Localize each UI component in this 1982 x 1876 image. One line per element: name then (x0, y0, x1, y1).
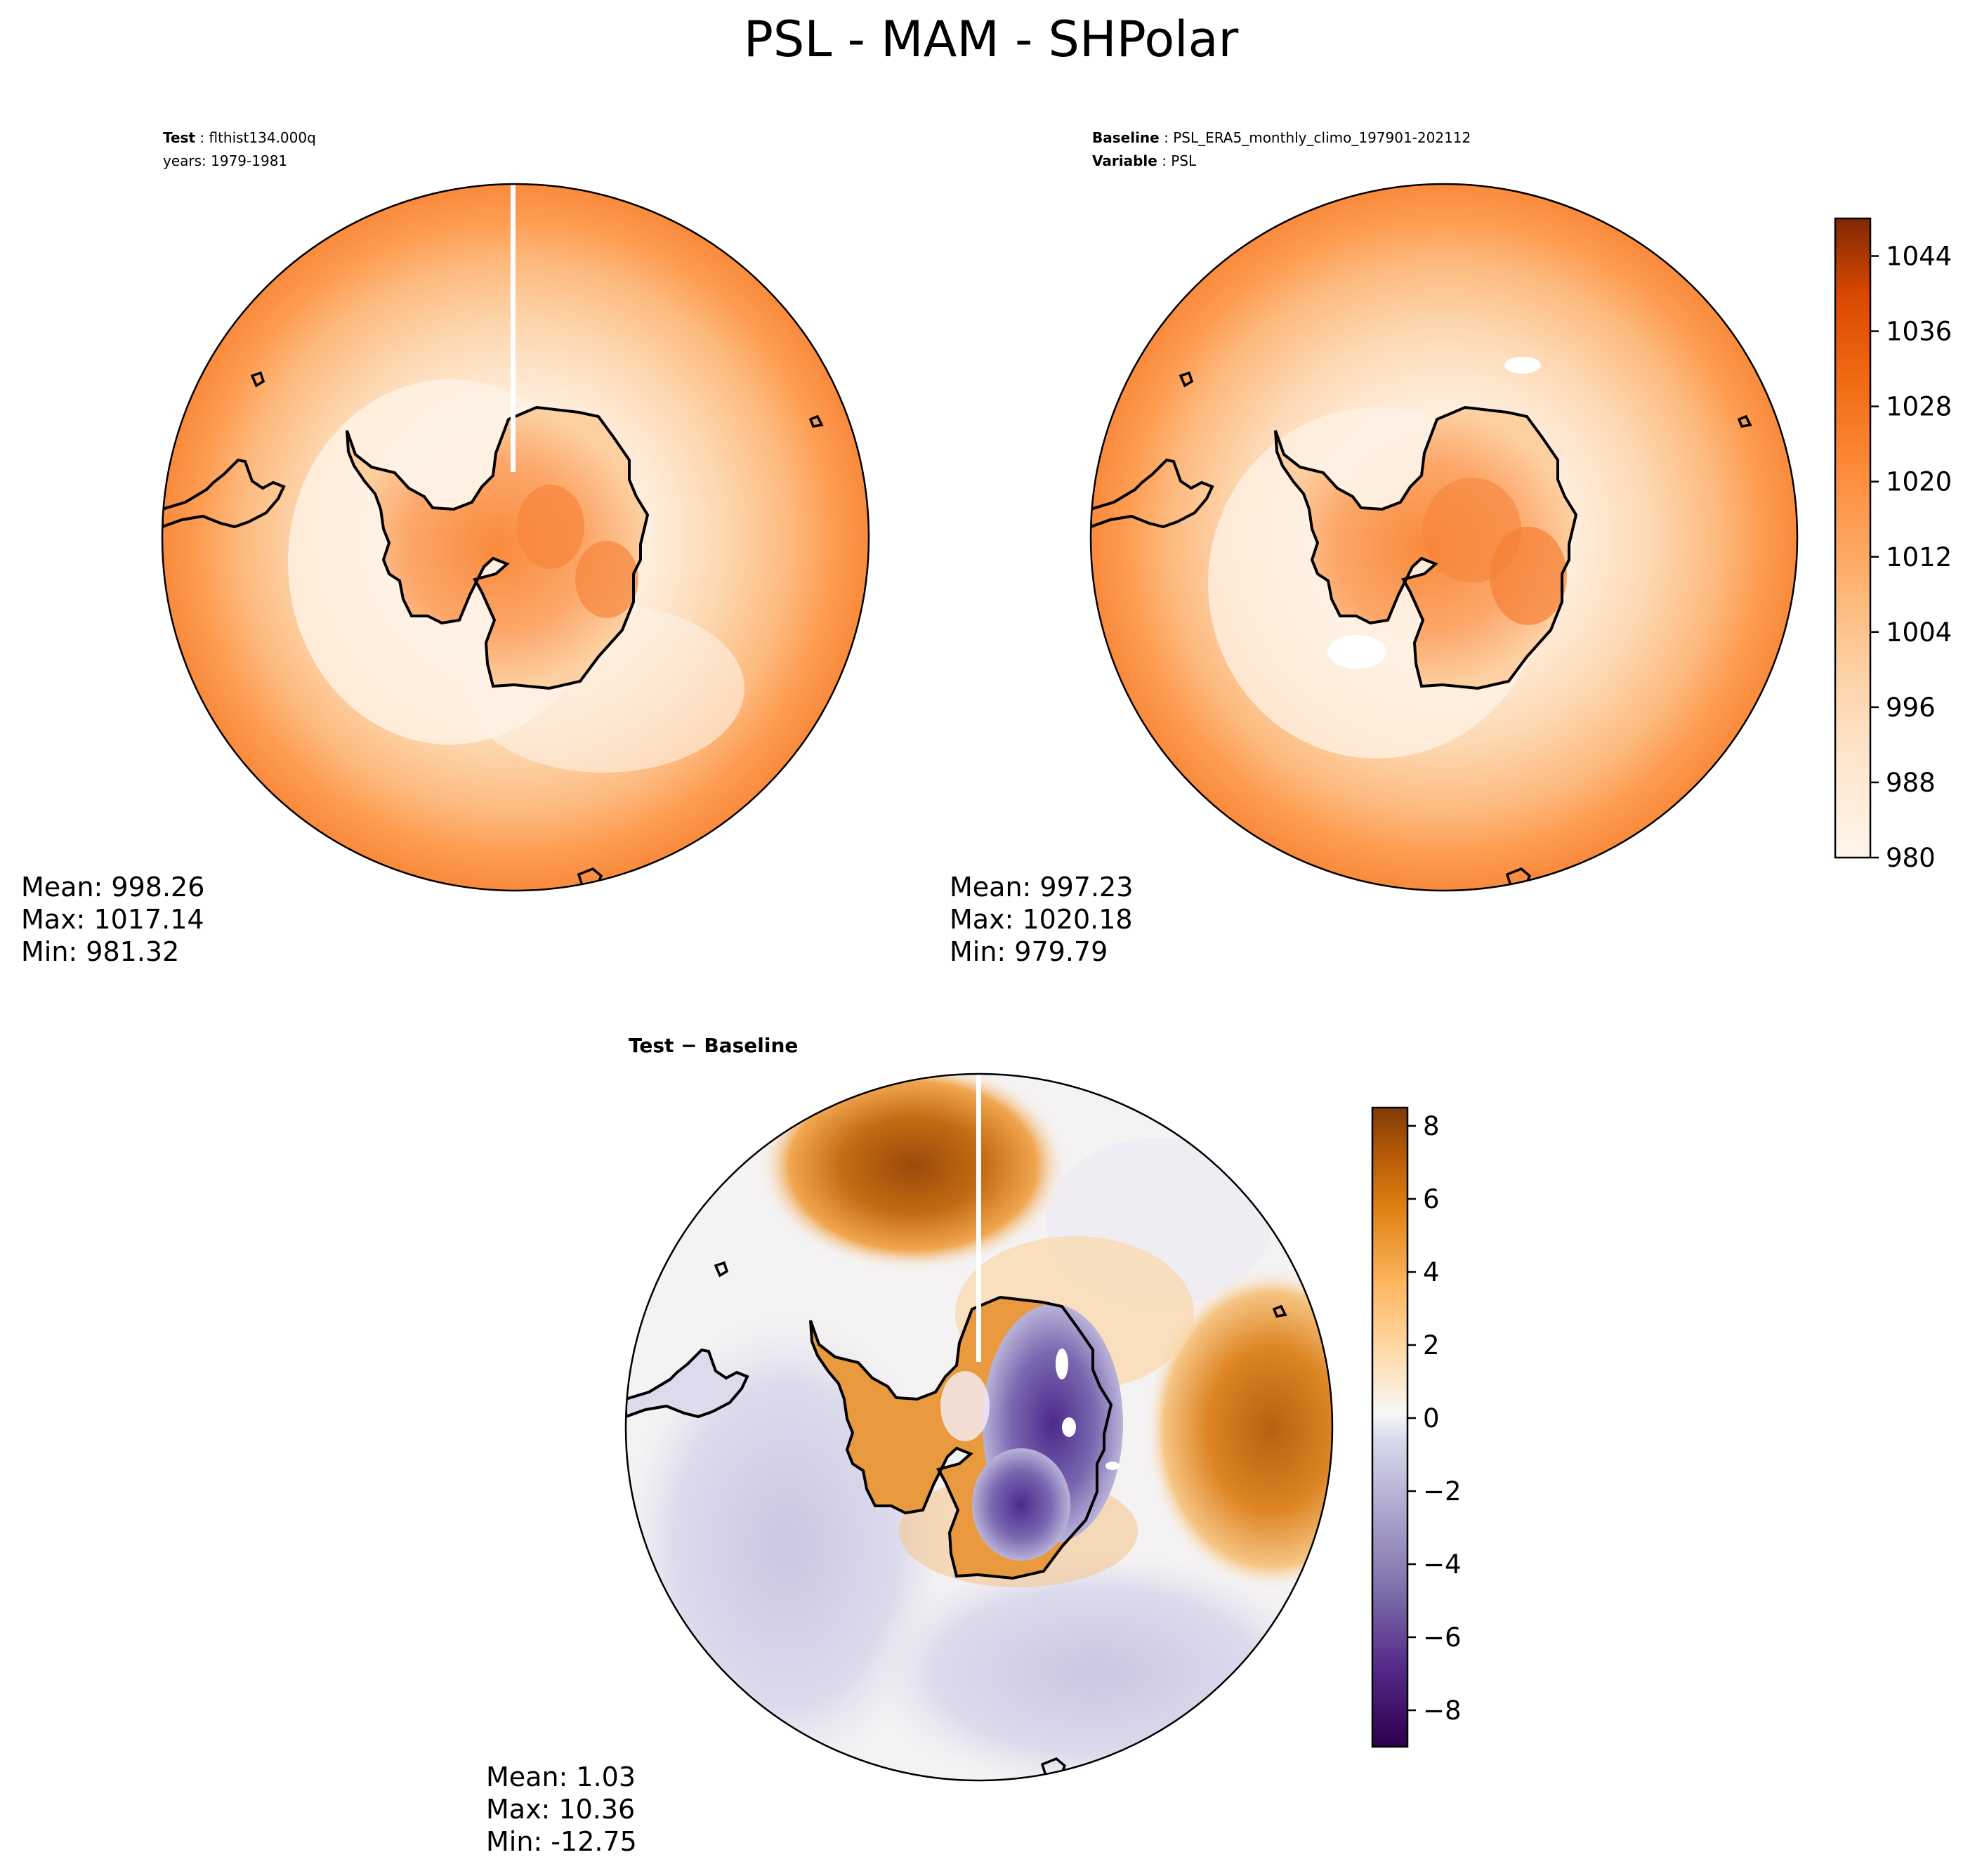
colorbar-difference-bar (1371, 1106, 1409, 1748)
diff-map-boundary (624, 1073, 1334, 1782)
test-map-boundary (161, 183, 870, 892)
colorbar-absolute: 980 988 996 1004 1012 1020 1028 1036 1044 (1834, 217, 1952, 873)
baseline-label: Baseline : PSL_ERA5_monthly_climo_197901… (1092, 129, 1471, 146)
panel-test: Test : flthist134.000q years: 1979-1981 … (21, 129, 870, 967)
baseline-variable-sep: : (1157, 152, 1171, 169)
baseline-max: Max: 1020.18 (950, 904, 1133, 935)
figure-title: PSL - MAM - SHPolar (744, 11, 1239, 68)
baseline-variable: Variable : PSL (1092, 152, 1197, 169)
colorbar-absolute-tick-label: 1036 (1886, 317, 1952, 347)
colorbar-absolute-tick-label: 980 (1886, 843, 1936, 873)
colorbar-absolute-tick-label: 1020 (1886, 467, 1952, 497)
test-map (162, 184, 869, 891)
colorbar-difference-tick-label: −8 (1423, 1695, 1462, 1726)
test-years: years: 1979-1981 (163, 152, 287, 169)
baseline-mean: Mean: 997.23 (950, 872, 1133, 903)
baseline-label-value: PSL_ERA5_monthly_climo_197901-202112 (1173, 129, 1471, 146)
colorbar-absolute-tick-label: 988 (1886, 768, 1936, 798)
colorbar-absolute-tick-label: 1012 (1886, 542, 1952, 572)
colorbar-difference-tick-label: −2 (1423, 1476, 1462, 1507)
panel-diff: Test − Baseline (486, 1034, 1334, 1857)
test-label-key: Test (163, 129, 195, 146)
colorbar-absolute-tick-label: 996 (1886, 693, 1936, 723)
diff-min: Min: -12.75 (486, 1826, 637, 1857)
diff-title: Test − Baseline (629, 1034, 798, 1057)
baseline-min: Min: 979.79 (950, 936, 1108, 967)
baseline-variable-value: PSL (1171, 152, 1197, 169)
colorbar-difference-tick-label: 2 (1423, 1330, 1440, 1360)
colorbar-absolute-tick-label: 1044 (1886, 242, 1952, 272)
colorbar-difference-tick-label: 0 (1423, 1403, 1440, 1434)
baseline-map (1091, 184, 1797, 891)
colorbar-difference-tick-label: 8 (1423, 1111, 1440, 1141)
baseline-map-boundary (1089, 183, 1799, 892)
baseline-variable-key: Variable (1092, 152, 1157, 169)
colorbar-difference-tick-label: 4 (1423, 1257, 1440, 1287)
diff-map (626, 1074, 1332, 1780)
test-max: Max: 1017.14 (21, 904, 204, 935)
colorbar-difference-tick-label: −6 (1423, 1622, 1462, 1653)
colorbar-difference-tick-label: −4 (1423, 1549, 1462, 1580)
colorbar-absolute-tick-label: 1028 (1886, 392, 1952, 422)
test-min: Min: 981.32 (21, 936, 179, 967)
panel-baseline: Baseline : PSL_ERA5_monthly_climo_197901… (950, 129, 1799, 967)
diff-mean: Mean: 1.03 (486, 1762, 636, 1792)
colorbar-absolute-ticks: 980 988 996 1004 1012 1020 1028 1036 1044 (1870, 242, 1952, 873)
baseline-label-key: Baseline (1092, 129, 1160, 146)
diff-max: Max: 10.36 (486, 1794, 635, 1825)
test-label: Test : flthist134.000q (163, 129, 316, 146)
colorbar-absolute-tick-label: 1004 (1886, 617, 1952, 648)
test-label-value: flthist134.000q (209, 129, 315, 146)
colorbar-absolute-bar (1834, 217, 1872, 859)
colorbar-difference-ticks: −8 −6 −4 −2 0 2 4 6 8 (1407, 1111, 1462, 1726)
colorbar-difference-tick-label: 6 (1423, 1184, 1440, 1214)
baseline-label-sep: : (1160, 129, 1173, 146)
test-label-sep: : (195, 129, 209, 146)
test-mean: Mean: 998.26 (21, 872, 204, 903)
colorbar-difference: −8 −6 −4 −2 0 2 4 6 8 (1371, 1106, 1462, 1748)
